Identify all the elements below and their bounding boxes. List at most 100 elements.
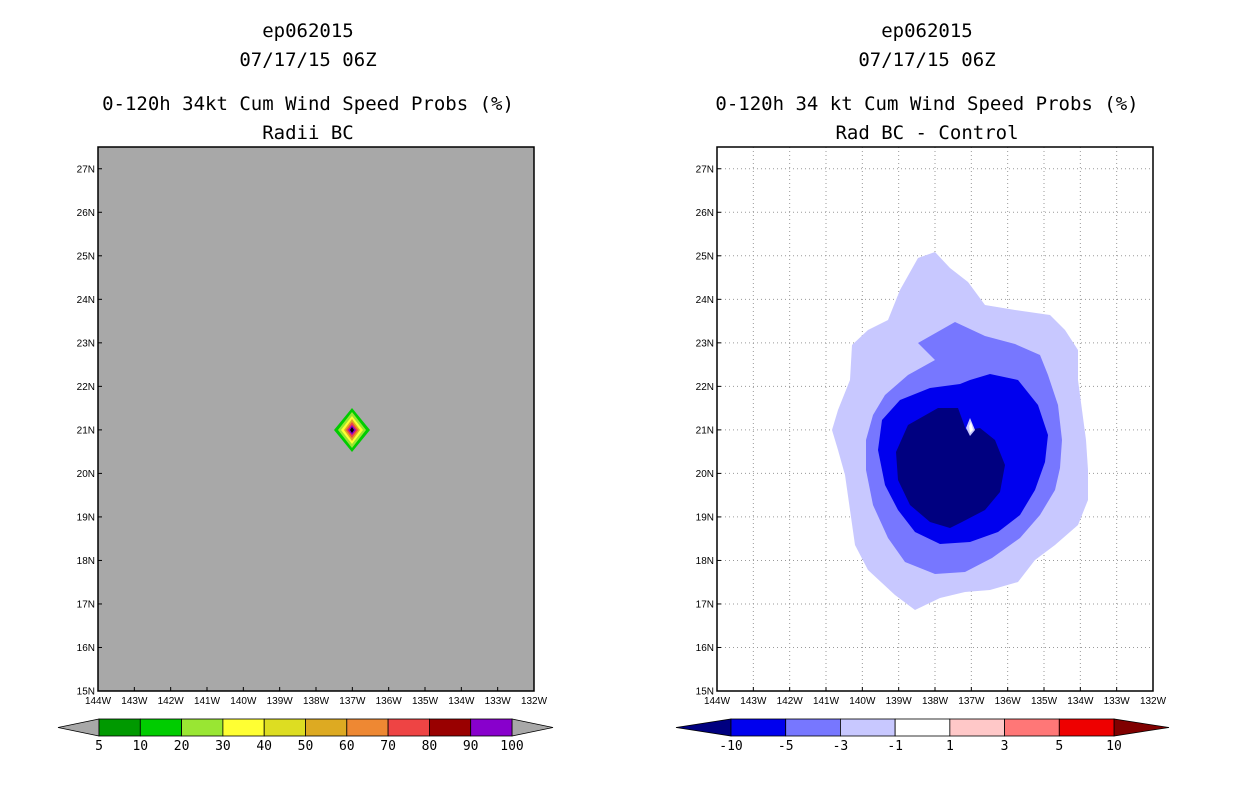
y-tick-label: 16N bbox=[696, 643, 714, 654]
right-map: 144W 143W 142W 141W 140W 139W 138W 137W 136W 135W… bbox=[696, 146, 1167, 707]
y-tick-label: 21N bbox=[77, 425, 95, 436]
colorbar-swatch bbox=[1058, 718, 1115, 737]
y-tick-label: 23N bbox=[77, 338, 95, 349]
x-tick-label: 139W bbox=[267, 696, 294, 707]
right-difference-field bbox=[832, 252, 1088, 610]
colorbar-label: 10 bbox=[132, 739, 148, 754]
colorbar-swatch bbox=[139, 718, 183, 737]
colorbar-label: 10 bbox=[1106, 739, 1122, 754]
y-tick-label: 26N bbox=[696, 208, 714, 219]
x-tick-label: 137W bbox=[339, 696, 366, 707]
x-tick-label: 134W bbox=[1067, 696, 1094, 707]
colorbar-label: -3 bbox=[833, 739, 849, 754]
y-tick-label: 19N bbox=[696, 512, 714, 523]
y-tick-label: 25N bbox=[77, 251, 95, 262]
colorbar-label: 100 bbox=[500, 739, 523, 754]
colorbar-swatch bbox=[730, 718, 787, 737]
x-tick-label: 136W bbox=[376, 696, 403, 707]
x-tick-label: 136W bbox=[995, 696, 1022, 707]
colorbar-label: 1 bbox=[946, 739, 954, 754]
y-tick-label: 20N bbox=[696, 469, 714, 480]
colorbar-swatch bbox=[346, 718, 389, 737]
x-tick-label: 138W bbox=[922, 696, 949, 707]
left-title-date: 07/17/15 06Z bbox=[239, 49, 376, 71]
left-probability-diamond bbox=[334, 408, 370, 452]
colorbar-over-triangle bbox=[1113, 718, 1170, 737]
y-tick-label: 22N bbox=[696, 382, 714, 393]
y-tick-label: 24N bbox=[77, 295, 95, 306]
colorbar-under-triangle bbox=[57, 718, 100, 737]
x-tick-label: 132W bbox=[521, 696, 548, 707]
colorbar-swatch bbox=[98, 718, 141, 737]
colorbar-label: 90 bbox=[463, 739, 479, 754]
x-tick-label: 135W bbox=[412, 696, 439, 707]
x-tick-label: 144W bbox=[85, 696, 112, 707]
colorbar-swatch bbox=[894, 718, 951, 737]
x-tick-label: 135W bbox=[1031, 696, 1058, 707]
colorbar-swatch bbox=[428, 718, 472, 737]
colorbar-swatch bbox=[470, 718, 513, 737]
colorbar-label: 40 bbox=[256, 739, 272, 754]
colorbar-swatch bbox=[1004, 718, 1060, 737]
colorbar-label: -1 bbox=[887, 739, 903, 754]
left-colorbar: 5 10 20 30 40 50 60 70 80 90 100 bbox=[57, 718, 554, 754]
right-axes: 144W 143W 142W 141W 140W 139W 138W 137W 136W 135W… bbox=[696, 164, 1167, 707]
y-tick-label: 20N bbox=[77, 469, 95, 480]
x-tick-label: 140W bbox=[849, 696, 876, 707]
y-tick-label: 21N bbox=[696, 425, 714, 436]
y-tick-label: 19N bbox=[77, 512, 95, 523]
y-tick-label: 22N bbox=[77, 382, 95, 393]
storm-center-core bbox=[969, 422, 973, 433]
y-tick-label: 17N bbox=[77, 599, 95, 610]
right-colorbar: -10 -5 -3 -1 1 3 5 10 bbox=[675, 718, 1170, 754]
y-tick-label: 15N bbox=[77, 687, 95, 698]
colorbar-under-triangle bbox=[675, 718, 732, 737]
colorbar-label: -5 bbox=[778, 739, 794, 754]
y-tick-label: 27N bbox=[77, 164, 95, 175]
y-tick-label: 23N bbox=[696, 338, 714, 349]
colorbar-label: 5 bbox=[1055, 739, 1063, 754]
x-tick-label: 141W bbox=[813, 696, 840, 707]
x-tick-label: 138W bbox=[303, 696, 330, 707]
colorbar-label: 30 bbox=[215, 739, 231, 754]
left-title-variable: 0-120h 34kt Cum Wind Speed Probs (%) bbox=[102, 93, 514, 115]
colorbar-over-triangle bbox=[511, 718, 554, 737]
x-tick-label: 139W bbox=[886, 696, 913, 707]
colorbar-swatch bbox=[840, 718, 896, 737]
y-tick-label: 26N bbox=[77, 208, 95, 219]
y-tick-label: 25N bbox=[696, 251, 714, 262]
x-tick-label: 142W bbox=[158, 696, 185, 707]
colorbar-label: 20 bbox=[174, 739, 190, 754]
colorbar-label: 80 bbox=[422, 739, 438, 754]
left-map: 144W 143W 142W 141W 140W 139W 138W 137W 136W 135W… bbox=[77, 146, 548, 707]
y-tick-label: 17N bbox=[696, 599, 714, 610]
x-tick-label: 143W bbox=[121, 696, 148, 707]
left-title-storm: ep062015 bbox=[262, 20, 354, 42]
right-title-storm: ep062015 bbox=[881, 20, 973, 42]
colorbar-swatch bbox=[387, 718, 430, 737]
left-map-background bbox=[98, 147, 534, 691]
x-tick-label: 143W bbox=[740, 696, 767, 707]
colorbar-label: 70 bbox=[380, 739, 396, 754]
colorbar-label: -10 bbox=[719, 739, 742, 754]
x-tick-label: 144W bbox=[704, 696, 731, 707]
x-tick-label: 140W bbox=[230, 696, 257, 707]
left-axes: 144W 143W 142W 141W 140W 139W 138W 137W 136W 135W… bbox=[77, 164, 548, 707]
colorbar-label: 3 bbox=[1001, 739, 1009, 754]
y-tick-label: 18N bbox=[696, 556, 714, 567]
colorbar-label: 60 bbox=[339, 739, 355, 754]
colorbar-swatch bbox=[181, 718, 224, 737]
colorbar-swatch bbox=[263, 718, 306, 737]
y-tick-label: 16N bbox=[77, 643, 95, 654]
colorbar-swatch bbox=[785, 718, 841, 737]
x-tick-label: 142W bbox=[777, 696, 804, 707]
colorbar-label: 5 bbox=[95, 739, 103, 754]
y-tick-label: 18N bbox=[77, 556, 95, 567]
x-tick-label: 133W bbox=[485, 696, 512, 707]
x-tick-label: 132W bbox=[1140, 696, 1167, 707]
colorbar-swatch bbox=[222, 718, 265, 737]
left-title-subtitle: Radii BC bbox=[262, 122, 354, 144]
right-title-date: 07/17/15 06Z bbox=[858, 49, 995, 71]
colorbar-swatch bbox=[305, 718, 348, 737]
